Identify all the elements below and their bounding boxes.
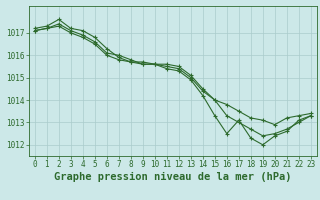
X-axis label: Graphe pression niveau de la mer (hPa): Graphe pression niveau de la mer (hPa)	[54, 172, 292, 182]
